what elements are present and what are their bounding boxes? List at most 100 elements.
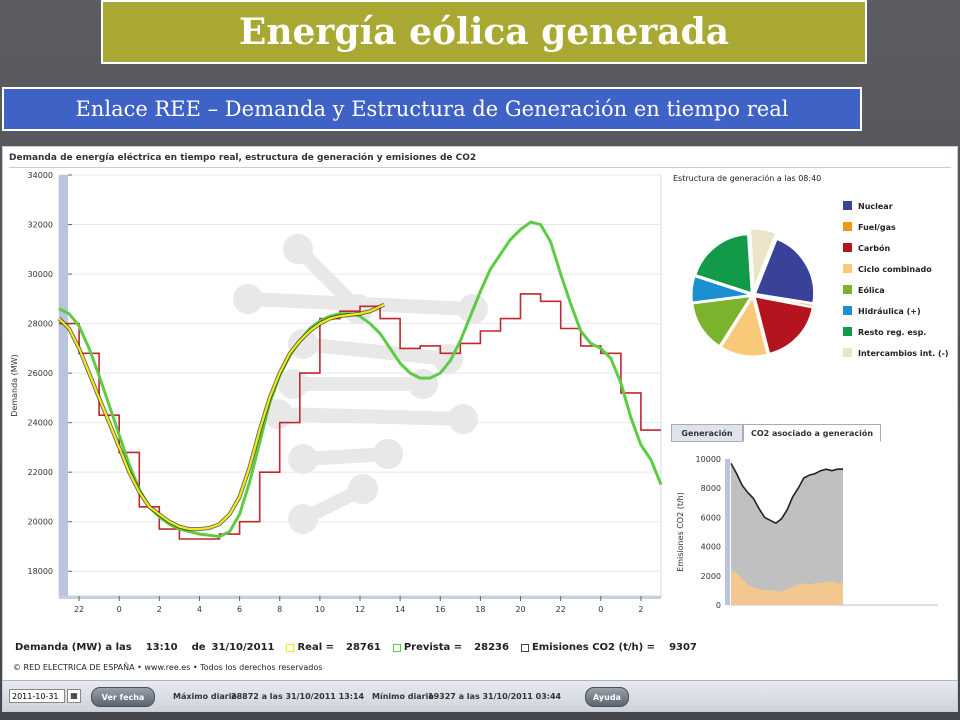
generation-pie-chart: Estructura de generación a las 08:40 Nucl… — [673, 173, 949, 358]
x-tick-label: 8 — [277, 605, 282, 614]
co2-low-area — [731, 570, 843, 605]
pie-slice-2 — [755, 295, 814, 307]
bottom-toolbar: ▦ Ver fecha Máximo diario 28872 a las 31… — [3, 680, 957, 711]
ver-fecha-label: Ver fecha — [101, 692, 145, 702]
x-tick-label: 18 — [475, 605, 485, 614]
y-tick-label: 34000 — [28, 171, 53, 180]
max-label: Máximo diario — [173, 692, 237, 701]
x-tick-label: 2 — [638, 605, 643, 614]
tab-generacion[interactable]: Generación — [671, 424, 743, 442]
pie-slice-7 — [695, 234, 752, 294]
legend-swatch-7 — [843, 327, 852, 336]
real-label: Real = — [297, 642, 335, 653]
co2-y-axis-bar — [725, 459, 730, 605]
prevista-legend-icon — [392, 643, 401, 652]
max-value: 28872 a las 31/10/2011 13:14 — [231, 692, 365, 701]
x-tick-label: 22 — [556, 605, 566, 614]
y-tick-label: 18000 — [28, 567, 53, 576]
panel-divider — [9, 167, 951, 168]
real-legend-icon — [286, 643, 295, 652]
legend-label-7: Resto reg. esp. — [858, 328, 926, 337]
ayuda-label: Ayuda — [593, 692, 621, 702]
x-tick-label: 2 — [157, 605, 162, 614]
legend-label-8: Intercambios int. (-) — [858, 349, 949, 358]
co2-y-tick-label: 8000 — [701, 484, 721, 493]
x-tick-label: 0 — [598, 605, 603, 614]
series-line-programada — [59, 293, 661, 540]
x-tick-label: 20 — [515, 605, 525, 614]
co2-y-tick-label: 6000 — [701, 513, 721, 522]
legend-label-5: Eólica — [858, 285, 885, 295]
pie-slice-4 — [720, 296, 768, 357]
y-tick-label: 26000 — [28, 369, 53, 378]
pie-slice-1 — [754, 238, 815, 304]
y-tick-label: 32000 — [28, 221, 53, 230]
ree-panel: Demanda de energía eléctrica en tiempo r… — [2, 146, 958, 712]
min-label: Mínimo diario — [372, 692, 434, 701]
co2-emissions-chart: 0 2000 4000 6000 8000 10000 Emisiones CO2 (t/h… — [676, 455, 938, 610]
y-tick-label: 22000 — [28, 468, 53, 477]
series-line-prevista — [58, 220, 663, 539]
x-tick-label: 10 — [315, 605, 325, 614]
prevista-value: 28236 — [474, 642, 509, 653]
y-tick-label: 28000 — [28, 320, 53, 329]
legend-swatch-2 — [843, 222, 852, 231]
co2-y-tick-label: 0 — [716, 601, 721, 610]
emisiones-value: 9307 — [669, 642, 697, 653]
demand-de: de — [191, 642, 206, 653]
x-tick-label: 6 — [237, 605, 242, 614]
info-row: Demanda (MW) a las 13:10 de 31/10/2011 R… — [15, 642, 703, 653]
y-tick-label: 24000 — [28, 419, 53, 428]
co2-y-axis-label: Emisiones CO2 (t/h) — [676, 492, 685, 572]
pie-slice-6 — [691, 276, 751, 303]
co2-line — [730, 463, 844, 525]
slide-subtitle-link[interactable]: Enlace REE – Demanda y Estructura de Gen… — [2, 87, 862, 131]
x-tick-label: 12 — [355, 605, 365, 614]
co2-y-tick-label: 4000 — [701, 543, 721, 552]
date-input[interactable] — [9, 689, 65, 703]
legend-label-1: Nuclear — [858, 202, 893, 211]
tab-co2[interactable]: CO2 asociado a generación — [743, 424, 881, 442]
min-value: 19327 a las 31/10/2011 03:44 — [428, 692, 562, 701]
demand-label: Demanda (MW) a las — [15, 642, 132, 653]
legend-swatch-4 — [843, 264, 852, 273]
legend-label-2: Fuel/gas — [858, 223, 896, 232]
legend-label-3: Carbón — [858, 243, 890, 253]
legend-label-6: Hidráulica (+) — [858, 307, 921, 316]
emisiones-label: Emisiones CO2 (t/h) = — [531, 642, 656, 653]
pie-title: Estructura de generación a las 08:40 — [673, 173, 821, 183]
ree-watermark-logo — [233, 234, 488, 534]
legend-swatch-5 — [843, 285, 852, 294]
co2-y-tick-label: 2000 — [701, 572, 721, 581]
y-tick-label: 20000 — [28, 518, 53, 527]
x-tick-label: 0 — [117, 605, 122, 614]
y-tick-label: 30000 — [28, 270, 53, 279]
calendar-icon[interactable]: ▦ — [67, 689, 81, 703]
legend-swatch-6 — [843, 306, 852, 315]
legend-label-4: Ciclo combinado — [858, 265, 932, 274]
co2-y-tick-label: 10000 — [696, 455, 721, 464]
emisiones-legend-icon — [520, 643, 529, 652]
demand-time: 13:10 — [145, 642, 178, 653]
x-tick-label: 4 — [197, 605, 202, 614]
demand-date: 31/10/2011 — [211, 642, 275, 653]
legend-swatch-1 — [843, 201, 852, 210]
y-axis-bar — [59, 175, 68, 596]
copyright: © RED ELECTRICA DE ESPAÑA • www.ree.es •… — [13, 663, 323, 672]
co2-total-area — [731, 463, 843, 605]
ayuda-button[interactable]: Ayuda — [585, 687, 629, 707]
tab-co2-label: CO2 asociado a generación — [750, 428, 874, 438]
x-tick-label: 16 — [435, 605, 445, 614]
y-axis-label: Demanda (MW) — [10, 354, 19, 416]
series-line-real — [58, 303, 385, 531]
legend-swatch-3 — [843, 243, 852, 252]
legend-swatch-8 — [843, 348, 852, 357]
x-tick-label: 14 — [395, 605, 405, 614]
ver-fecha-button[interactable]: Ver fecha — [91, 687, 155, 707]
demand-chart: 1800020000220002400026000280003000032000… — [10, 171, 663, 614]
pie-slice-8 — [750, 228, 777, 288]
tab-generacion-label: Generación — [681, 428, 733, 438]
panel-title: Demanda de energía eléctrica en tiempo r… — [9, 153, 477, 163]
slide-title: Energía eólica generada — [101, 0, 867, 64]
x-tick-label: 22 — [74, 605, 84, 614]
